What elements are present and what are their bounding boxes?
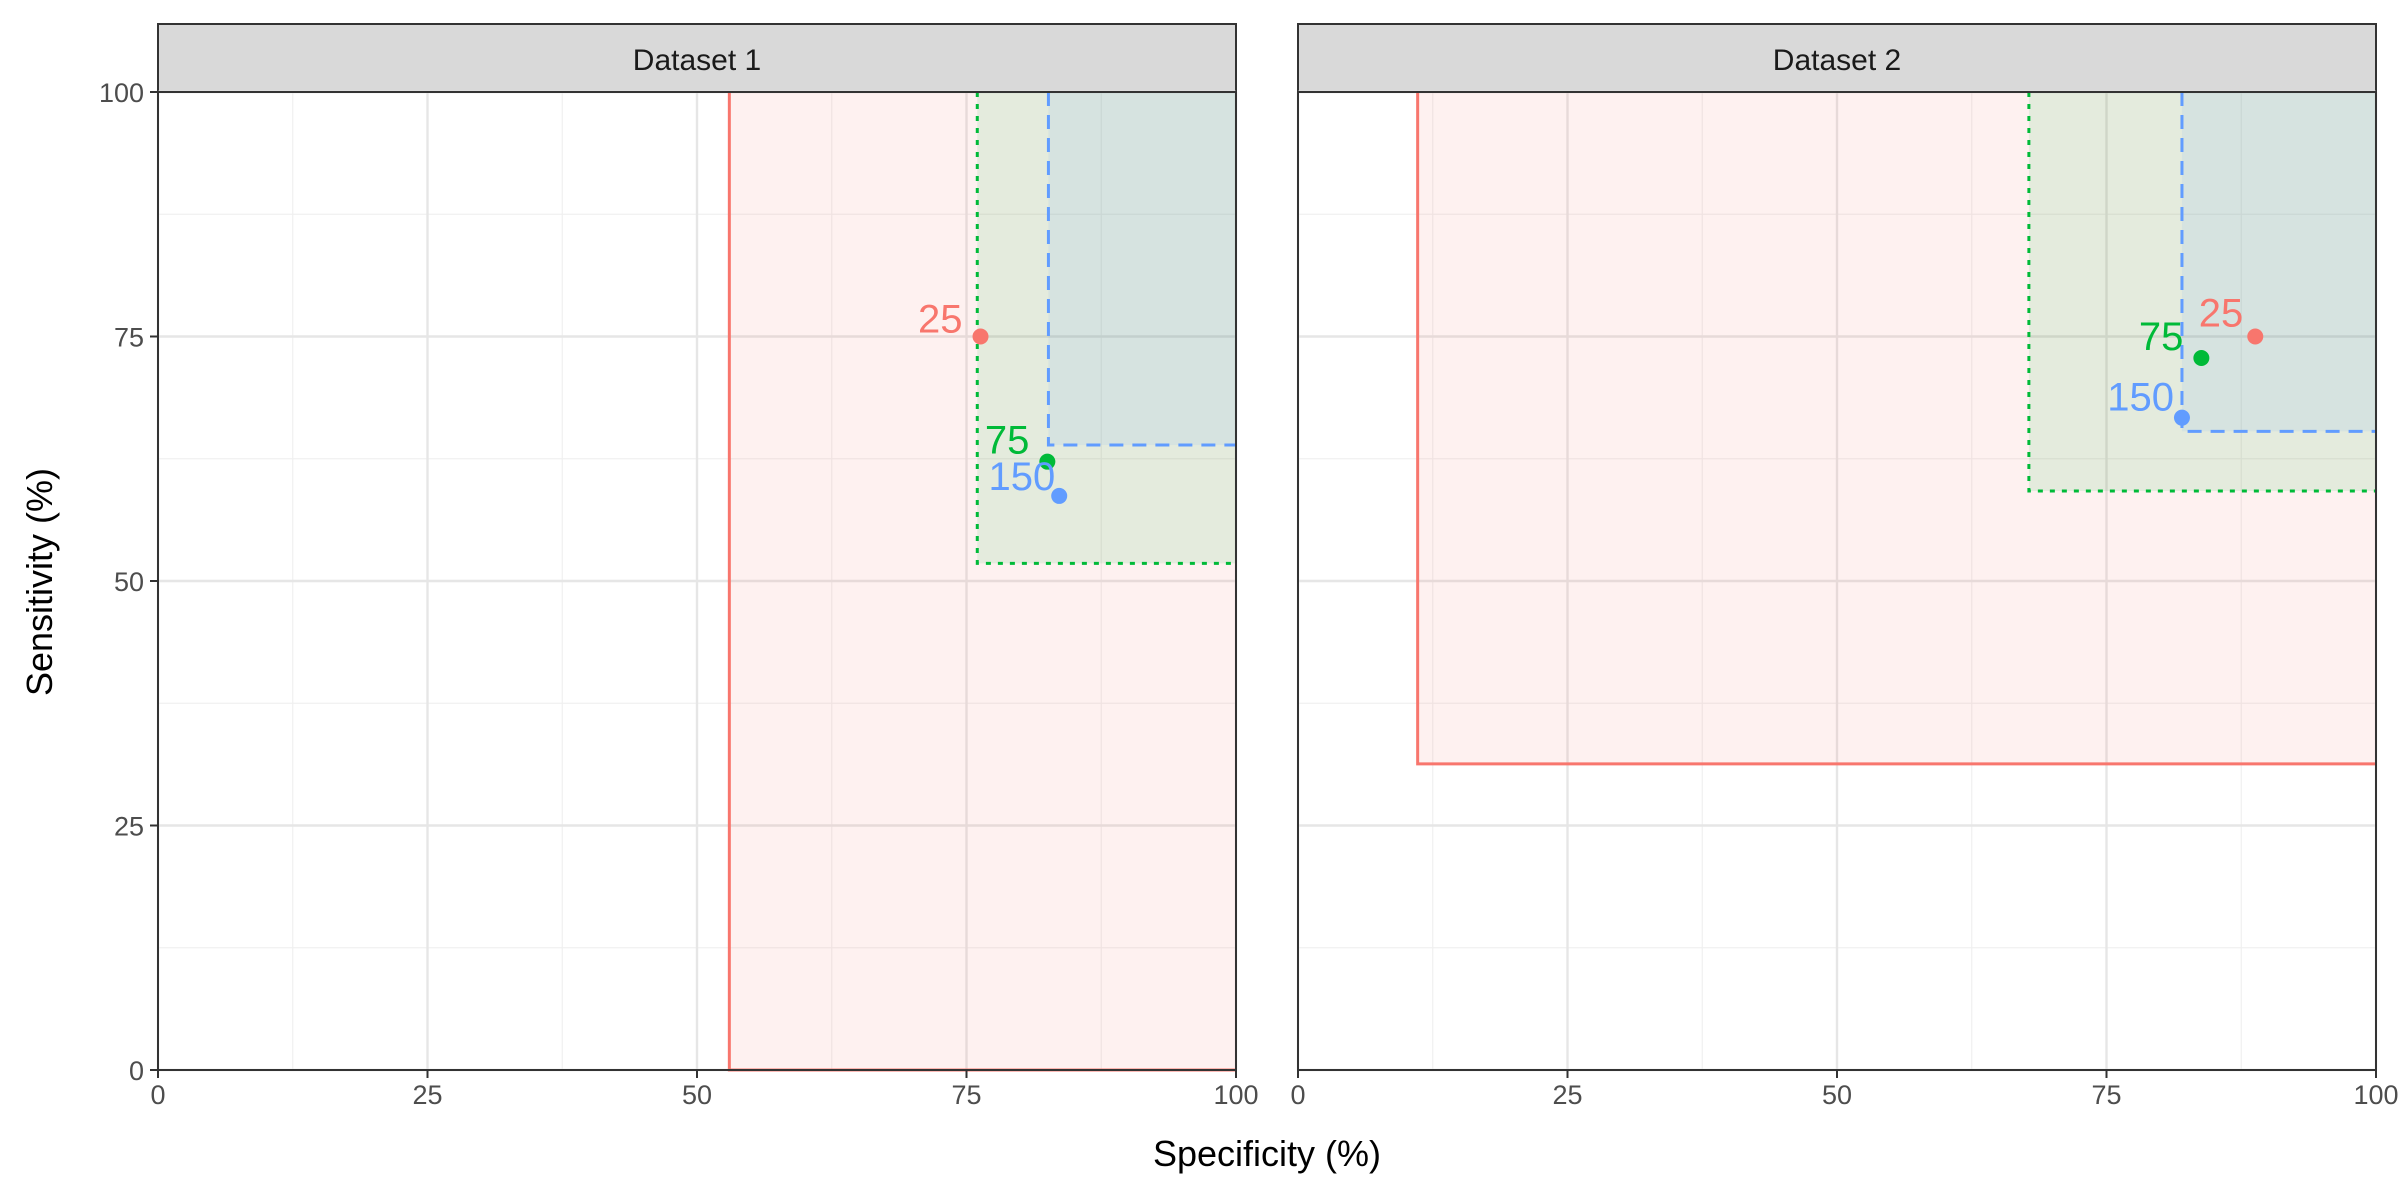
x-axis-1: 0 25 50 75 100 (150, 1070, 1259, 1110)
strip-background-2 (1297, 23, 2377, 93)
point-25 (2247, 328, 2264, 345)
x-tick-label: 75 (951, 1080, 981, 1110)
point-25 (972, 328, 989, 345)
point-150 (2173, 409, 2190, 426)
x-tick-label: 75 (2091, 1080, 2121, 1110)
region-fill-150 (1048, 92, 1236, 446)
region-outline-150 (1046, 92, 1236, 447)
point-label-150: 150 (988, 455, 1055, 499)
strip-title-2: Dataset 2 (1773, 44, 1901, 77)
point-75 (2193, 350, 2210, 367)
y-tick-label: 75 (114, 323, 144, 353)
point-label-75: 75 (985, 419, 1030, 463)
x-tick-label: 25 (1552, 1080, 1582, 1110)
region-outline-150 (2180, 92, 2376, 433)
point-label-150: 150 (2107, 376, 2174, 420)
x-tick-label: 0 (150, 1080, 165, 1110)
region-outline-25 (1416, 92, 2376, 766)
point-label-25: 25 (2199, 292, 2244, 336)
x-axis-2: 0 25 50 75 100 (1290, 1070, 2399, 1110)
region-fill-25 (729, 92, 1236, 1070)
region-outline-75 (2027, 92, 2376, 493)
facet-2: Dataset 2 25 75 150 (1296, 23, 2378, 1072)
y-tick-label: 25 (114, 812, 144, 842)
y-tick-label: 100 (99, 78, 144, 108)
point-75 (1039, 453, 1056, 470)
y-axis-title: Sensitivity (%) (19, 468, 60, 696)
strip-background-1 (157, 23, 1237, 93)
region-fill-75 (977, 92, 1236, 564)
region-fill-25 (1417, 92, 2376, 764)
x-tick-label: 0 (1290, 1080, 1305, 1110)
region-fill-150 (2181, 92, 2376, 432)
strip-title-1: Dataset 1 (633, 44, 761, 77)
x-tick-label: 100 (1213, 1080, 1258, 1110)
x-tick-label: 50 (682, 1080, 712, 1110)
panel-2: 25 75 150 (1296, 90, 2378, 1072)
x-tick-label: 100 (2353, 1080, 2398, 1110)
point-150 (1051, 487, 1068, 504)
region-outline-75 (975, 92, 1236, 565)
y-tick-label: 0 (129, 1056, 144, 1086)
x-tick-label: 25 (412, 1080, 442, 1110)
region-fill-75 (2028, 92, 2376, 492)
y-tick-label: 50 (114, 567, 144, 597)
point-label-25: 25 (918, 298, 963, 342)
point-label-75: 75 (2139, 315, 2184, 359)
y-axis: 0 25 50 75 100 (99, 78, 158, 1086)
x-tick-label: 50 (1822, 1080, 1852, 1110)
x-axis-title: Specificity (%) (1153, 1133, 1381, 1174)
